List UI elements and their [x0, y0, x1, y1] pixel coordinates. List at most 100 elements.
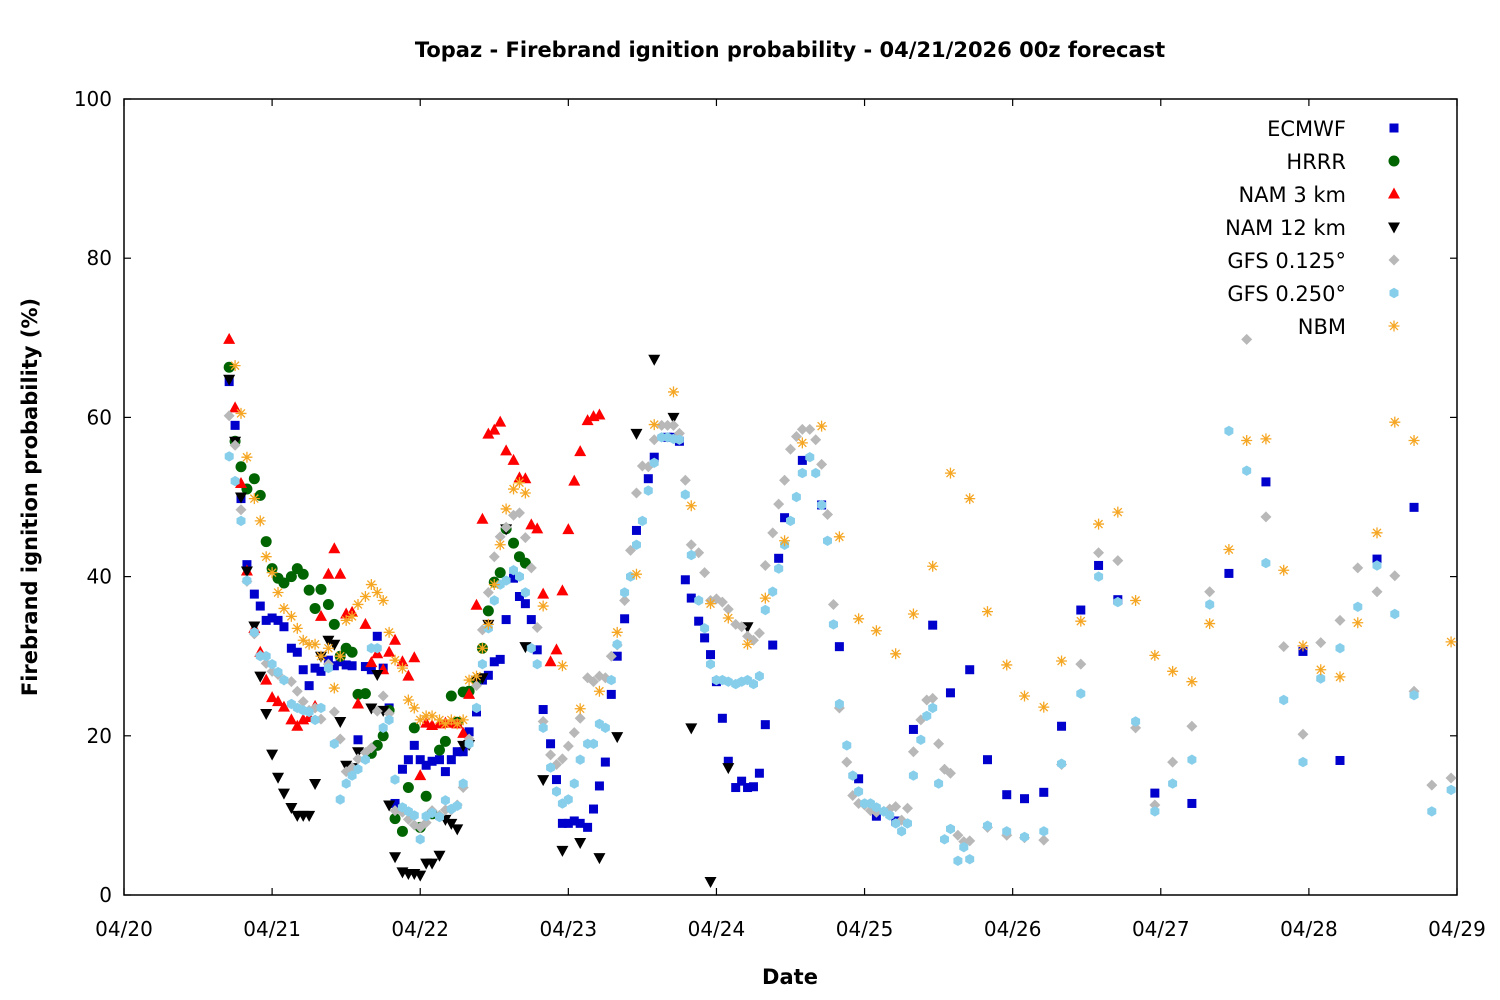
data-point: [1038, 834, 1050, 846]
data-point: [797, 455, 807, 465]
data-point: [426, 858, 439, 870]
data-point: [722, 612, 734, 624]
data-point: [871, 802, 881, 813]
y-tick-label: 60: [87, 405, 112, 429]
data-point: [723, 676, 733, 687]
data-point: [842, 740, 852, 751]
data-point: [279, 622, 289, 632]
data-point: [1076, 688, 1086, 699]
data-point: [316, 666, 326, 676]
data-point: [500, 503, 512, 515]
data-point: [685, 500, 697, 512]
data-point: [630, 568, 642, 580]
data-point: [427, 756, 437, 766]
legend-label: GFS 0.125°: [1227, 249, 1346, 273]
data-points: [223, 332, 1457, 888]
data-point: [773, 498, 785, 510]
data-point: [366, 665, 376, 675]
data-point: [278, 577, 290, 589]
data-point: [501, 575, 511, 586]
legend-marker: [1388, 254, 1400, 266]
data-point: [384, 714, 394, 726]
data-point: [706, 659, 715, 670]
data-point: [760, 604, 770, 616]
data-point: [1093, 518, 1105, 530]
data-point: [593, 853, 606, 865]
data-point: [556, 845, 569, 857]
data-point: [397, 764, 407, 774]
data-point: [408, 722, 420, 734]
data-point: [389, 805, 401, 817]
data-point: [365, 656, 378, 668]
data-point: [420, 790, 432, 802]
data-point: [439, 718, 451, 730]
data-point: [235, 407, 247, 419]
data-point: [928, 620, 938, 630]
data-point: [445, 690, 457, 702]
data-point: [562, 523, 575, 535]
data-point: [774, 563, 784, 574]
data-point: [335, 794, 345, 805]
data-point: [1334, 614, 1346, 626]
data-point: [509, 565, 518, 576]
data-point: [748, 782, 758, 792]
data-point: [897, 826, 907, 837]
data-point: [260, 709, 273, 721]
data-point: [328, 618, 340, 630]
data-point: [619, 594, 631, 606]
data-point: [817, 499, 827, 511]
data-point: [451, 718, 463, 730]
data-point: [907, 746, 919, 758]
data-point: [693, 547, 705, 559]
data-point: [545, 749, 557, 761]
data-point: [854, 774, 864, 784]
data-point: [546, 762, 556, 773]
data-point: [483, 670, 493, 680]
data-point: [747, 634, 759, 646]
data-point: [575, 818, 585, 828]
data-point: [494, 531, 506, 543]
data-point: [297, 568, 309, 580]
data-point: [1241, 333, 1253, 345]
data-point: [816, 458, 828, 470]
legend-label: NAM 3 km: [1238, 183, 1346, 207]
data-point: [916, 734, 926, 745]
data-point: [804, 423, 816, 435]
data-point: [452, 800, 462, 811]
data-point: [694, 616, 704, 626]
data-point: [890, 648, 902, 660]
data-point: [266, 567, 278, 579]
data-point: [743, 783, 753, 793]
data-point: [552, 786, 561, 797]
data-point: [637, 515, 647, 527]
data-point: [372, 631, 382, 641]
data-point: [414, 714, 426, 726]
data-point: [476, 512, 489, 524]
data-point: [482, 427, 495, 439]
data-point: [1167, 665, 1179, 677]
data-point: [1224, 568, 1234, 578]
data-point: [1408, 434, 1420, 446]
data-point: [340, 614, 352, 626]
data-point: [593, 685, 605, 697]
data-point: [768, 586, 778, 597]
data-point: [1224, 425, 1234, 437]
data-point: [1002, 790, 1012, 800]
data-point: [482, 605, 494, 617]
data-point: [1150, 806, 1160, 817]
data-point: [409, 810, 419, 821]
data-point: [1446, 784, 1456, 796]
x-tick-label: 04/24: [688, 917, 746, 941]
data-point: [631, 525, 641, 535]
data-point: [791, 491, 801, 503]
data-point: [260, 673, 273, 685]
data-point: [589, 804, 599, 814]
data-point: [242, 575, 252, 586]
data-point: [606, 689, 616, 699]
data-point: [600, 722, 610, 733]
data-point: [908, 770, 918, 781]
data-point: [1316, 673, 1326, 684]
data-point: [303, 638, 315, 650]
data-point: [780, 513, 790, 523]
data-point: [1056, 655, 1068, 667]
